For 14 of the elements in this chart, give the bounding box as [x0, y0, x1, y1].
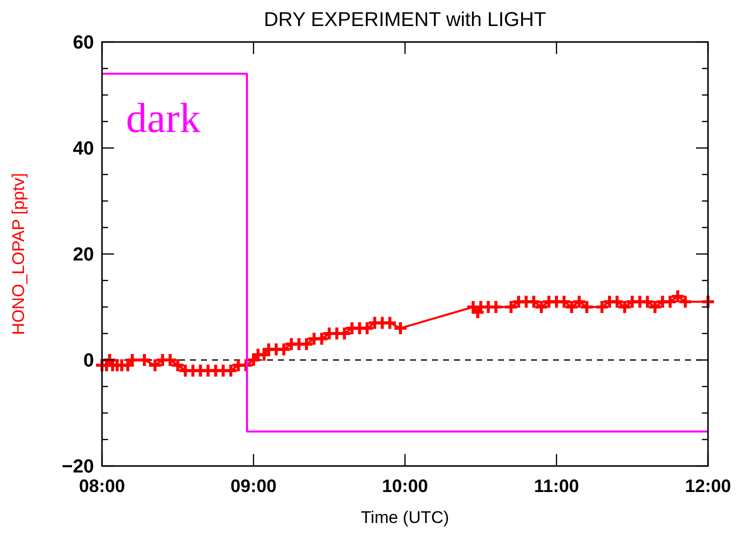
y-tick-label: 40	[72, 138, 94, 160]
y-tick-label: 20	[72, 244, 94, 266]
y-tick-label: −20	[62, 456, 94, 478]
y-axis-title: HONO_LOPAP [pptv]	[9, 173, 28, 335]
chart-title: DRY EXPERIMENT with LIGHT	[264, 9, 546, 31]
x-tick-label: 09:00	[230, 476, 277, 496]
x-axis-title: Time (UTC)	[360, 508, 450, 527]
x-tick-label: 12:00	[684, 476, 732, 496]
annotation: dark	[126, 96, 201, 142]
y-tick-label: 60	[72, 32, 94, 54]
x-tick-label: 10:00	[382, 476, 428, 496]
x-tick-label: 08:00	[78, 476, 126, 496]
x-tick-label: 11:00	[534, 476, 580, 496]
y-tick-label: 0	[83, 350, 94, 372]
